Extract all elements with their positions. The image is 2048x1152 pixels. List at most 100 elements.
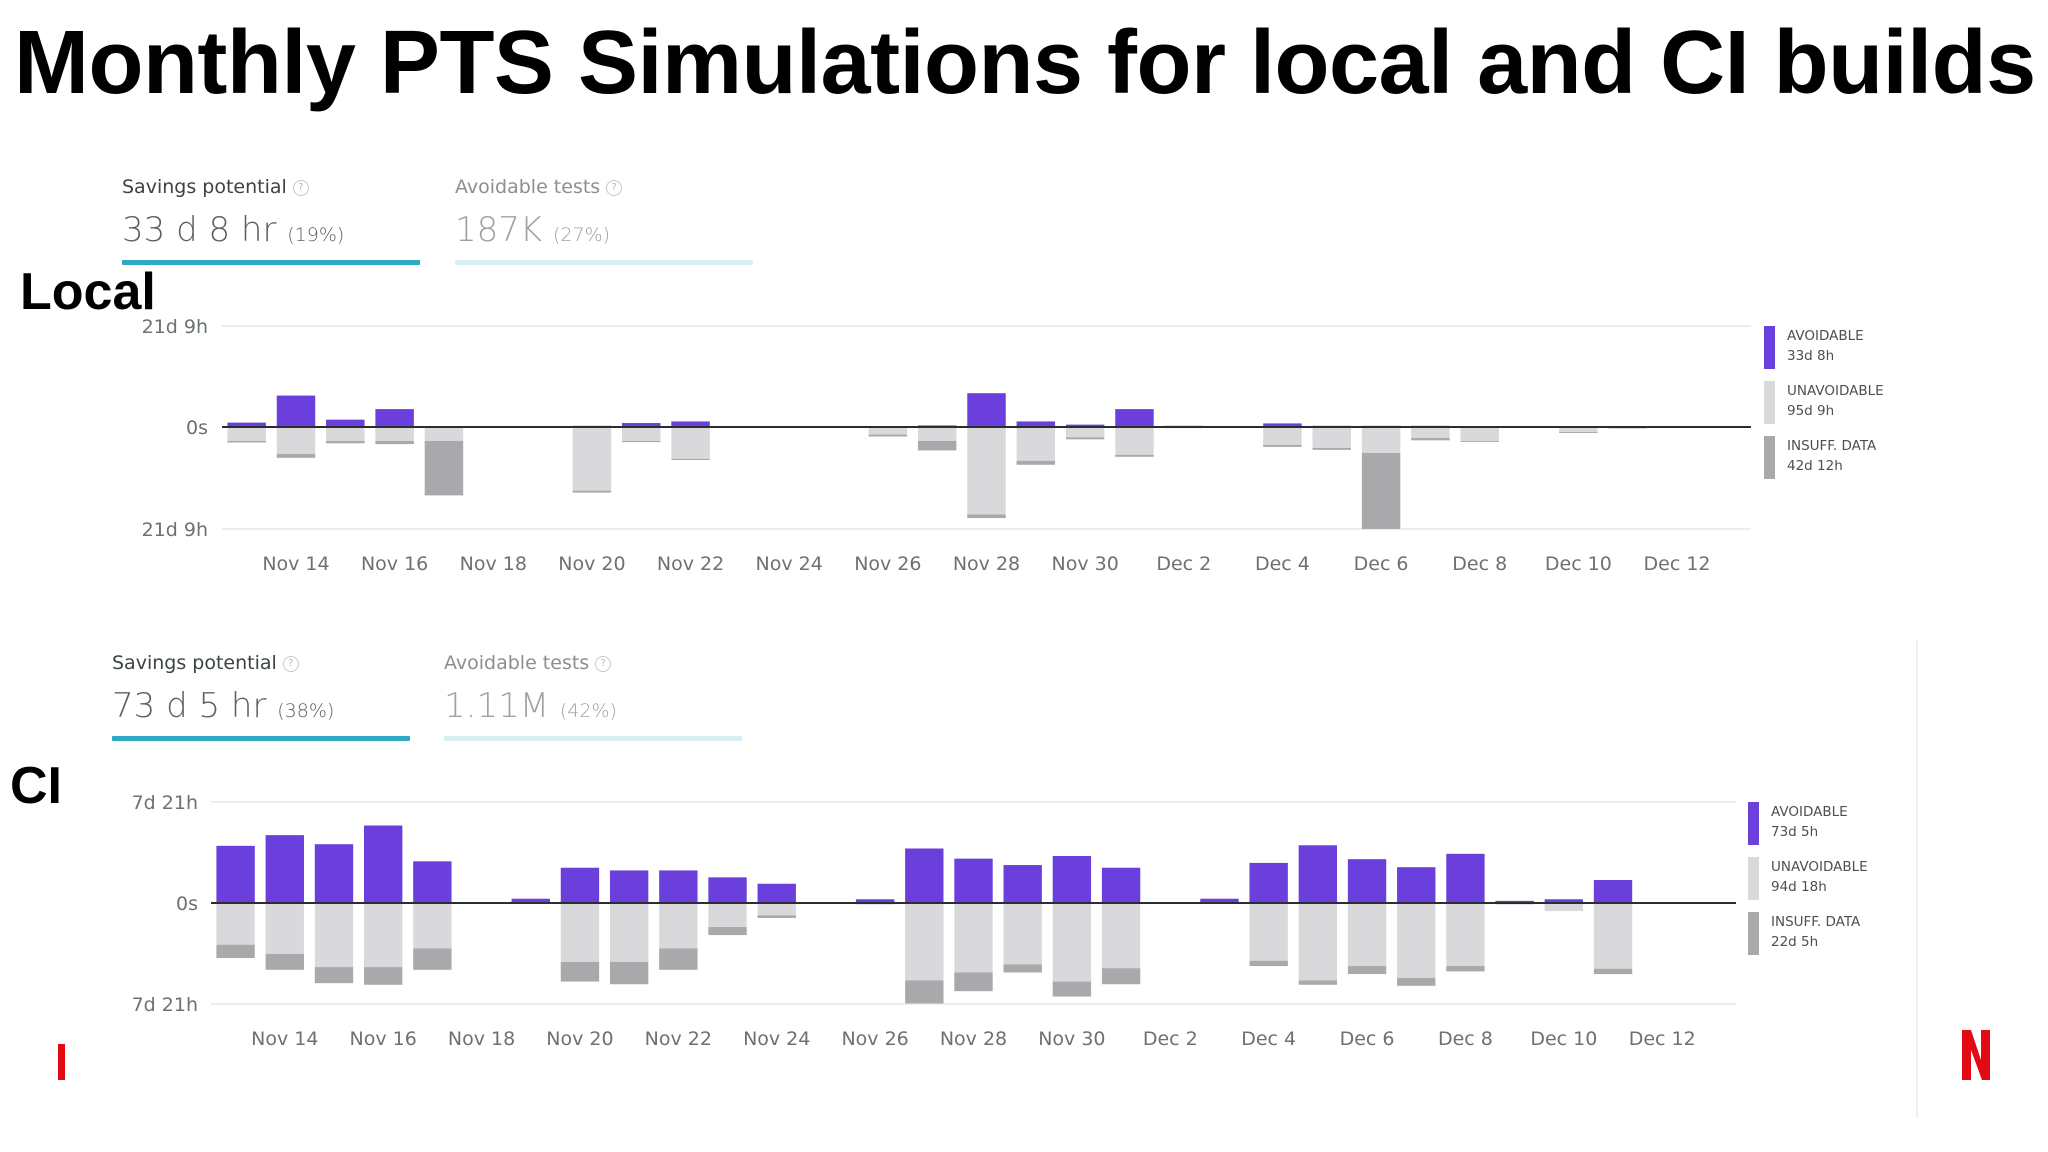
bar-insufficient[interactable]	[375, 440, 414, 445]
help-circle-icon[interactable]: ?	[292, 179, 309, 196]
bar-unavoidable[interactable]	[1101, 903, 1141, 969]
bar-unavoidable[interactable]	[868, 427, 908, 435]
bar-unavoidable[interactable]	[227, 427, 266, 441]
bar-unavoidable[interactable]	[1411, 427, 1450, 438]
bar-avoidable[interactable]	[326, 419, 365, 427]
bar-avoidable[interactable]	[1347, 859, 1387, 903]
bar-insufficient[interactable]	[1016, 460, 1056, 465]
bar-avoidable[interactable]	[1016, 421, 1056, 427]
bar-avoidable[interactable]	[1397, 867, 1436, 903]
bar-avoidable[interactable]	[1544, 899, 1584, 903]
bar-avoidable[interactable]	[227, 422, 266, 427]
bar-avoidable[interactable]	[609, 870, 649, 903]
bar-insufficient[interactable]	[265, 953, 304, 970]
bar-unavoidable[interactable]	[905, 903, 944, 981]
bar-insufficient[interactable]	[659, 948, 698, 970]
bar-insufficient[interactable]	[1101, 968, 1141, 985]
local-savings-kpi[interactable]: Savings potential? 33 d 8 hr (19%)	[122, 176, 420, 265]
bar-avoidable[interactable]	[622, 423, 661, 427]
bar-insufficient[interactable]	[276, 453, 316, 458]
bar-avoidable[interactable]	[1052, 855, 1092, 903]
bar-insufficient[interactable]	[227, 440, 266, 443]
bar-insufficient[interactable]	[560, 961, 600, 982]
bar-unavoidable[interactable]	[276, 427, 316, 454]
bar-unavoidable[interactable]	[1559, 427, 1598, 432]
bar-insufficient[interactable]	[572, 490, 612, 493]
bar-avoidable[interactable]	[1249, 862, 1288, 903]
bar-avoidable[interactable]	[413, 861, 452, 903]
bar-avoidable[interactable]	[1200, 898, 1239, 903]
bar-avoidable[interactable]	[560, 867, 600, 903]
bar-avoidable[interactable]	[1298, 845, 1338, 903]
bar-avoidable[interactable]	[967, 393, 1006, 427]
bar-unavoidable[interactable]	[954, 903, 993, 973]
bar-unavoidable[interactable]	[757, 903, 796, 916]
bar-insufficient[interactable]	[413, 948, 452, 970]
bar-avoidable[interactable]	[314, 844, 354, 903]
bar-insufficient[interactable]	[967, 514, 1006, 519]
bar-avoidable[interactable]	[265, 835, 304, 903]
bar-unavoidable[interactable]	[413, 903, 452, 949]
bar-avoidable[interactable]	[363, 825, 403, 903]
bar-insufficient[interactable]	[1052, 981, 1092, 997]
local-tests-kpi[interactable]: Avoidable tests? 187K (27%)	[455, 176, 753, 265]
bar-unavoidable[interactable]	[1544, 903, 1584, 912]
bar-unavoidable[interactable]	[708, 903, 747, 928]
bar-avoidable[interactable]	[511, 898, 550, 903]
bar-avoidable[interactable]	[375, 409, 414, 427]
bar-unavoidable[interactable]	[1593, 903, 1633, 969]
bar-unavoidable[interactable]	[967, 427, 1006, 515]
bar-insufficient[interactable]	[868, 434, 908, 437]
bar-insufficient[interactable]	[424, 440, 464, 496]
bar-unavoidable[interactable]	[1003, 903, 1042, 965]
bar-unavoidable[interactable]	[572, 427, 612, 491]
bar-unavoidable[interactable]	[1065, 427, 1105, 438]
bar-insufficient[interactable]	[314, 967, 354, 984]
bar-insufficient[interactable]	[757, 915, 796, 918]
bar-insufficient[interactable]	[1460, 440, 1499, 442]
bar-avoidable[interactable]	[1446, 853, 1485, 903]
bar-unavoidable[interactable]	[1347, 903, 1387, 967]
bar-unavoidable[interactable]	[363, 903, 403, 968]
bar-insufficient[interactable]	[917, 440, 957, 451]
help-circle-icon[interactable]: ?	[282, 655, 299, 672]
bar-unavoidable[interactable]	[216, 903, 255, 945]
bar-avoidable[interactable]	[276, 395, 316, 427]
bar-avoidable[interactable]	[1003, 865, 1042, 903]
bar-unavoidable[interactable]	[424, 427, 464, 441]
bar-avoidable[interactable]	[1495, 900, 1534, 903]
bar-avoidable[interactable]	[216, 845, 255, 903]
bar-insufficient[interactable]	[1593, 968, 1633, 975]
bar-unavoidable[interactable]	[671, 427, 710, 459]
ci-savings-kpi[interactable]: Savings potential? 73 d 5 hr (38%)	[112, 652, 410, 741]
bar-insufficient[interactable]	[1065, 437, 1105, 440]
bar-insufficient[interactable]	[609, 961, 649, 985]
bar-avoidable[interactable]	[1101, 867, 1141, 903]
bar-avoidable[interactable]	[954, 858, 993, 903]
bar-avoidable[interactable]	[708, 877, 747, 903]
bar-insufficient[interactable]	[1347, 966, 1387, 975]
bar-avoidable[interactable]	[1593, 880, 1633, 903]
bar-insufficient[interactable]	[1397, 977, 1436, 986]
bar-avoidable[interactable]	[1115, 409, 1154, 427]
bar-insufficient[interactable]	[326, 440, 365, 444]
bar-insufficient[interactable]	[708, 927, 747, 936]
ci-tests-kpi[interactable]: Avoidable tests? 1.11M (42%)	[444, 652, 742, 741]
bar-unavoidable[interactable]	[622, 427, 661, 441]
help-circle-icon[interactable]: ?	[606, 179, 623, 196]
bar-unavoidable[interactable]	[1460, 427, 1499, 441]
bar-insufficient[interactable]	[1298, 980, 1338, 985]
bar-unavoidable[interactable]	[1312, 427, 1351, 448]
bar-insufficient[interactable]	[622, 440, 661, 443]
bar-unavoidable[interactable]	[659, 903, 698, 949]
bar-unavoidable[interactable]	[1249, 903, 1288, 961]
bar-insufficient[interactable]	[954, 972, 993, 992]
bar-insufficient[interactable]	[1312, 447, 1351, 450]
bar-unavoidable[interactable]	[1052, 903, 1092, 982]
bar-unavoidable[interactable]	[609, 903, 649, 962]
bar-insufficient[interactable]	[1115, 454, 1154, 457]
bar-insufficient[interactable]	[1361, 452, 1401, 529]
help-circle-icon[interactable]: ?	[595, 655, 612, 672]
bar-insufficient[interactable]	[1446, 966, 1485, 972]
bar-unavoidable[interactable]	[1263, 427, 1302, 445]
